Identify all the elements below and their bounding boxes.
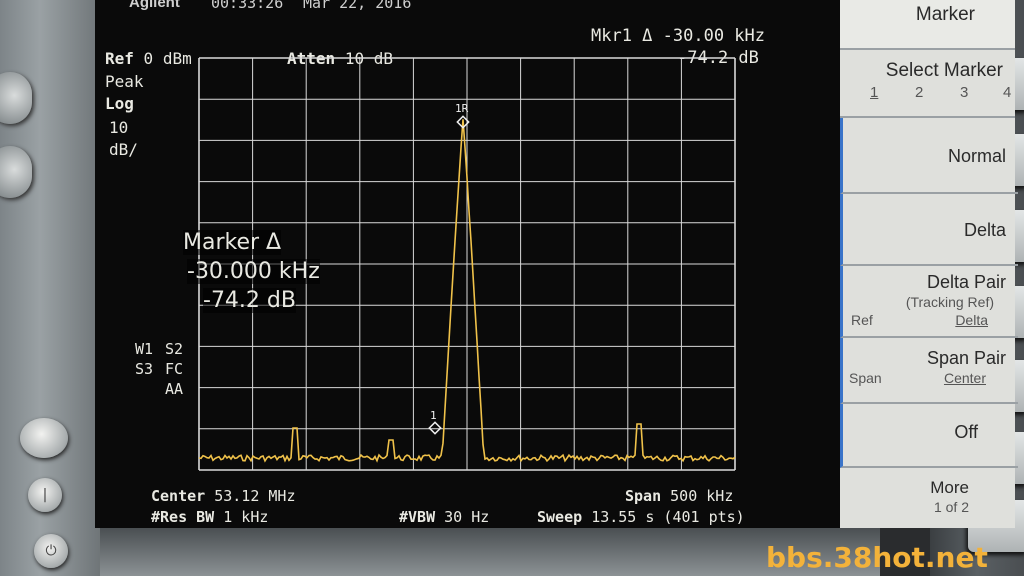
span-pair-span: Span [849, 370, 882, 386]
scale-unit: dB/ [109, 140, 138, 159]
line-icon: | [42, 487, 48, 503]
span-label: Span [625, 487, 662, 505]
delta-label: Delta [963, 220, 1006, 240]
detector-mode: Peak [105, 72, 144, 91]
flag-w1: W1 [135, 340, 154, 358]
select-marker-3[interactable]: 3 [960, 84, 969, 101]
softkey-menu: Marker Select Marker 1 2 3 4 Normal Delt… [840, 0, 1018, 528]
softkey-delta[interactable]: Delta [840, 194, 1018, 266]
vbw: #VBW 30 Hz [399, 508, 489, 526]
marker-box-amp: -74.2 dB [203, 288, 296, 313]
softkey-select-marker[interactable]: Select Marker 1 2 3 4 [840, 50, 1015, 118]
softkey-normal[interactable]: Normal [840, 118, 1018, 194]
spectrum-trace [198, 119, 736, 463]
ref-label: Ref [105, 49, 134, 68]
ref-marker-diamond [456, 115, 470, 129]
span: Span 500 kHz [625, 487, 733, 505]
sweep: Sweep 13.55 s (401 pts) [537, 508, 745, 526]
round-key[interactable] [20, 418, 68, 458]
flag-s3: S3 [135, 360, 154, 378]
standby-key[interactable]: | [28, 478, 62, 512]
select-marker-label: Select Marker [885, 60, 1003, 81]
instrument-left-panel: | ⏻ [0, 0, 100, 576]
more-page: 1 of 2 [933, 499, 969, 515]
softkey-more[interactable]: More 1 of 2 [840, 468, 1015, 528]
marker-box-title: Marker Δ [183, 230, 282, 255]
ref-value: 0 dBm [143, 49, 192, 68]
more-label: More [930, 478, 969, 497]
sweep-label: Sweep [537, 508, 583, 526]
clock-time: 00:33:26 [211, 0, 284, 12]
res-bw-value: 1 kHz [223, 508, 269, 526]
softkey-menu-title: Marker [840, 0, 1015, 50]
center-label: Center [151, 487, 206, 505]
ref-marker-label: 1R [455, 102, 469, 115]
center-value: 53.12 MHz [214, 487, 296, 505]
brand-label: Agilent [129, 0, 180, 11]
flag-fc: FC [165, 360, 184, 378]
ref-marker: 1R [455, 102, 470, 129]
ref-level: Ref 0 dBm [105, 49, 192, 68]
left-hardkey-1[interactable] [0, 72, 32, 124]
vbw-value: 30 Hz [444, 508, 490, 526]
watermark-text: bbs.38hot.net [766, 541, 988, 574]
flag-aa: AA [165, 380, 184, 398]
select-marker-1[interactable]: 1 [870, 84, 879, 101]
span-pair-center: Center [943, 370, 986, 386]
power-button[interactable]: ⏻ [34, 534, 68, 568]
delta-marker: 1 [428, 409, 442, 435]
res-bw-label: #Res BW [151, 508, 215, 526]
select-marker-2[interactable]: 2 [915, 84, 924, 101]
normal-label: Normal [947, 146, 1006, 166]
delta-marker-diamond [428, 421, 442, 435]
res-bw: #Res BW 1 kHz [151, 508, 268, 526]
softkey-span-pair[interactable]: Span Pair Span Center [840, 338, 1018, 404]
scale-div: 10 [109, 118, 129, 137]
delta-marker-label: 1 [430, 409, 437, 422]
marker-readout-line1: Mkr1 Δ -30.00 kHz [591, 26, 765, 46]
center-freq: Center 53.12 MHz [151, 487, 296, 505]
left-hardkey-2[interactable] [0, 146, 32, 198]
scale-type: Log [105, 94, 134, 113]
select-marker-4[interactable]: 4 [1003, 84, 1012, 101]
span-pair-label: Span Pair [926, 348, 1006, 368]
menu-title-label: Marker [915, 4, 975, 25]
delta-pair-ref: Ref [851, 312, 873, 328]
softkey-delta-pair[interactable]: Delta Pair (Tracking Ref) Ref Delta [840, 266, 1018, 338]
vbw-label: #VBW [399, 508, 436, 526]
softkey-off[interactable]: Off [840, 404, 1018, 468]
delta-pair-sub: (Tracking Ref) [905, 294, 994, 310]
delta-pair-delta: Delta [955, 312, 988, 328]
sweep-value: 13.55 s (401 pts) [591, 508, 745, 526]
clock-date: Mar 22, 2016 [303, 0, 412, 12]
off-label: Off [954, 422, 978, 442]
delta-pair-label: Delta Pair [926, 272, 1006, 292]
power-icon: ⏻ [45, 543, 57, 559]
spectrum-plot: 1R 1 [198, 57, 736, 471]
analyzer-screen: Agilent 00:33:26 Mar 22, 2016 Mkr1 Δ -30… [95, 0, 1018, 528]
span-value: 500 kHz [670, 487, 734, 505]
instrument-bottom-bezel [100, 528, 880, 576]
marker-box-freq: -30.000 kHz [187, 259, 320, 284]
flag-s2: S2 [165, 340, 184, 358]
